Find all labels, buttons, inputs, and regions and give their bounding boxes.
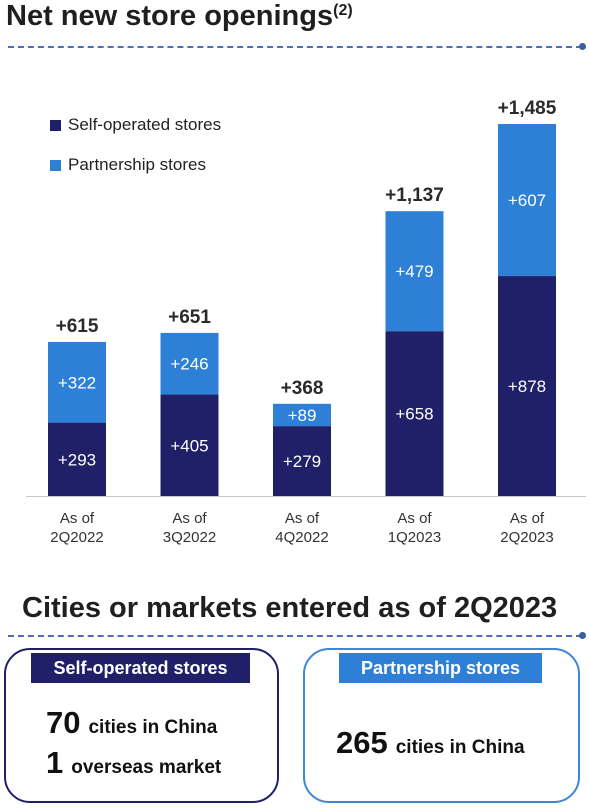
chart-legend: Self-operated stores Partnership stores <box>50 113 221 193</box>
cities-divider-dot <box>579 632 586 639</box>
data-label-self-operated-stores-as-of-4q2022: +279 <box>283 452 321 471</box>
x-tick-label-as-of-1q2023-line2: 1Q2023 <box>388 529 441 546</box>
x-tick-label-as-of-1q2023-line1: As of <box>397 510 432 527</box>
chart-title: Net new store openings(2) <box>6 0 353 33</box>
data-label-partnership-stores-as-of-2q2023: +607 <box>508 191 546 210</box>
bar-partnership-stores-as-of-1q2023 <box>385 211 444 332</box>
partnership-cities-stat: 265 cities in China <box>336 725 525 761</box>
bar-self-operated-stores-as-of-4q2022 <box>273 426 331 496</box>
self-operated-overseas-stat: 1 overseas market <box>46 745 221 781</box>
total-label-as-of-3q2022: +651 <box>168 307 211 328</box>
total-label-as-of-4q2022: +368 <box>281 378 324 399</box>
partnership-cities-text: cities in China <box>395 737 525 758</box>
data-label-partnership-stores-as-of-2q2022: +322 <box>58 373 96 392</box>
legend-label-self-operated: Self-operated stores <box>68 115 222 134</box>
total-label-as-of-1q2023: +1,137 <box>385 185 444 206</box>
x-tick-label-as-of-2q2023-line1: As of <box>510 510 545 527</box>
stacked-bar-chart: +293 +322 +615 As of 2Q2022 +405 +246 +651 As of… <box>26 98 586 546</box>
partnership-card-heading: Partnership stores <box>339 653 542 683</box>
data-label-partnership-stores-as-of-4q2022: +89 <box>288 406 317 425</box>
bar-partnership-stores-as-of-4q2022 <box>273 403 331 427</box>
data-label-partnership-stores-as-of-1q2023: +479 <box>395 262 433 281</box>
self-operated-overseas-text: overseas market <box>71 757 222 778</box>
data-label-self-operated-stores-as-of-3q2022: +405 <box>170 436 208 455</box>
self-operated-cities-number: 70 <box>46 705 81 740</box>
bar-self-operated-stores-as-of-1q2023 <box>385 331 444 496</box>
cities-divider <box>8 635 582 637</box>
cities-section-title: Cities or markets entered as of 2Q2023 <box>22 592 558 624</box>
title-divider <box>8 46 582 48</box>
bar-partnership-stores-as-of-2q2023 <box>498 124 556 277</box>
data-label-self-operated-stores-as-of-1q2023: +658 <box>395 405 433 424</box>
x-tick-label-as-of-2q2023-line2: 2Q2023 <box>500 529 553 546</box>
x-tick-label-as-of-3q2022-line1: As of <box>172 510 207 527</box>
partnership-cities-number: 265 <box>336 725 388 760</box>
title-divider-dot <box>579 43 586 50</box>
x-tick-label-as-of-2q2022-line2: 2Q2022 <box>50 529 103 546</box>
self-operated-cities-text: cities in China <box>88 717 218 738</box>
data-label-self-operated-stores-as-of-2q2023: +878 <box>508 377 546 396</box>
total-label-as-of-2q2022: +615 <box>56 316 99 337</box>
x-tick-label-as-of-3q2022-line2: 3Q2022 <box>163 529 216 546</box>
self-operated-card-heading: Self-operated stores <box>31 653 250 683</box>
bar-self-operated-stores-as-of-2q2022 <box>48 422 106 496</box>
data-label-self-operated-stores-as-of-2q2022: +293 <box>58 450 96 469</box>
legend-swatch-self-operated <box>50 119 61 131</box>
x-tick-label-as-of-4q2022-line1: As of <box>285 510 320 527</box>
bar-partnership-stores-as-of-3q2022 <box>160 332 219 395</box>
chart-title-text: Net new store openings <box>6 0 334 32</box>
data-label-partnership-stores-as-of-3q2022: +246 <box>170 355 208 374</box>
self-operated-overseas-number: 1 <box>46 745 64 780</box>
legend-label-partnership: Partnership stores <box>68 155 206 174</box>
total-label-as-of-2q2023: +1,485 <box>498 98 557 119</box>
x-tick-label-as-of-4q2022-line2: 4Q2022 <box>275 529 328 546</box>
self-operated-card <box>4 648 279 803</box>
x-tick-label-as-of-2q2022-line1: As of <box>60 510 95 527</box>
chart-title-footnote: (2) <box>333 2 353 19</box>
legend-item-self-operated: Self-operated stores <box>50 113 221 137</box>
self-operated-cities-stat: 70 cities in China <box>46 705 217 741</box>
bar-self-operated-stores-as-of-3q2022 <box>160 394 219 496</box>
legend-swatch-partnership <box>50 159 61 171</box>
partnership-card <box>303 648 580 803</box>
bar-partnership-stores-as-of-2q2022 <box>48 341 106 423</box>
bar-self-operated-stores-as-of-2q2023 <box>498 276 556 496</box>
legend-item-partnership: Partnership stores <box>50 153 221 177</box>
